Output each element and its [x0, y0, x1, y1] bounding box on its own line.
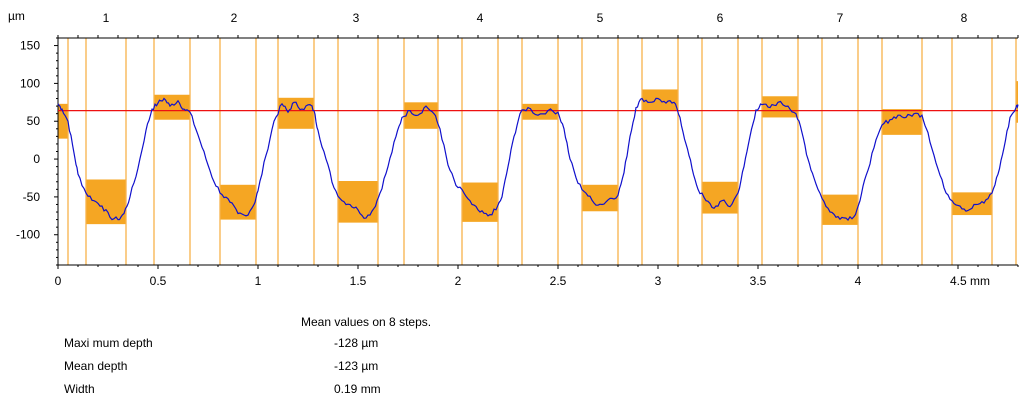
step-number-label: 8 — [961, 11, 968, 25]
x-tick-label: 1.5 — [350, 274, 367, 288]
x-tick-label: 3 — [655, 274, 662, 288]
stat-label: Width — [64, 382, 95, 396]
step-number-label: 7 — [837, 11, 844, 25]
step-band — [86, 179, 126, 225]
stat-label: Maxi mum depth — [64, 336, 153, 350]
stat-value: 0.19 mm — [334, 382, 381, 396]
x-tick-label: 4 — [855, 274, 862, 288]
step-number-label: 1 — [103, 11, 110, 25]
step-guides — [67, 38, 1017, 265]
step-band — [462, 182, 498, 222]
axis-labels: 150 100 50 0 -50 -100 0 0.5 1 1.5 2 2.5 3 3.5 4 4.5 mm µ… — [8, 9, 990, 288]
step-number-label: 3 — [353, 11, 360, 25]
y-tick-label: 0 — [33, 152, 40, 166]
step-band — [58, 103, 68, 139]
axes — [54, 35, 1019, 269]
y-unit-label: µm — [8, 9, 25, 23]
profile-chart: 150 100 50 0 -50 -100 0 0.5 1 1.5 2 2.5 3 3.5 4 4.5 mm µ… — [8, 9, 1019, 288]
step-bands — [58, 81, 1018, 225]
step-band — [952, 192, 992, 216]
step-number-label: 4 — [477, 11, 484, 25]
step-band — [702, 181, 738, 214]
step-band — [404, 102, 438, 129]
x-tick-label: 4.5 mm — [950, 274, 990, 288]
step-band — [522, 103, 558, 120]
x-tick-label: 3.5 — [750, 274, 767, 288]
x-tick-label: 2.5 — [550, 274, 567, 288]
stat-label: Mean depth — [64, 359, 128, 373]
y-tick-label: 150 — [20, 39, 40, 53]
step-band — [1016, 81, 1018, 123]
stat-value: -128 µm — [334, 336, 379, 350]
x-tick-label: 0.5 — [150, 274, 167, 288]
stat-value: -123 µm — [334, 359, 379, 373]
step-number-label: 2 — [231, 11, 238, 25]
step-band — [762, 96, 798, 118]
y-tick-label: -50 — [23, 190, 41, 204]
y-tick-label: 100 — [20, 76, 40, 90]
x-tick-label: 2 — [455, 274, 462, 288]
step-band — [154, 94, 190, 120]
y-tick-label: 50 — [27, 114, 41, 128]
x-tick-label: 1 — [255, 274, 262, 288]
step-band — [822, 194, 858, 225]
profile-curve — [57, 97, 1019, 221]
step-number-label: 6 — [717, 11, 724, 25]
y-tick-label: -100 — [16, 228, 40, 242]
step-number-label: 5 — [597, 11, 604, 25]
step-band — [220, 184, 256, 220]
x-tick-label: 0 — [55, 274, 62, 288]
chart-caption: Mean values on 8 steps. — [301, 315, 432, 329]
